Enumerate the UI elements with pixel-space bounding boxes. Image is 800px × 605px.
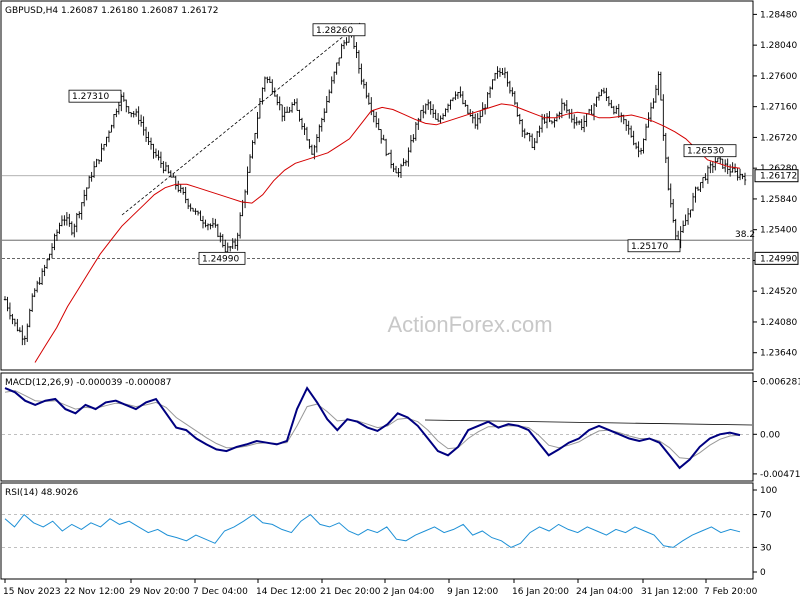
time-tick-label: 16 Jan 20:00: [512, 587, 569, 597]
price-callout: 1.26530: [683, 144, 737, 158]
macd-tick-label: 0.00: [760, 430, 780, 440]
macd-main-path: [4, 386, 741, 470]
support-price-label: 1.24990: [760, 254, 797, 264]
price-callout: 1.27310: [68, 89, 122, 103]
current-price-label: 1.26172: [760, 172, 797, 182]
callout-label: 1.26530: [687, 147, 724, 157]
watermark-text: ActionForex.com: [387, 312, 552, 337]
price-tick-label: 1.24520: [760, 287, 797, 297]
rsi-tick-label: 100: [760, 486, 777, 496]
macd-signal-path: [4, 390, 741, 460]
callout-box: [683, 144, 737, 158]
macd-trend-line: [424, 419, 753, 426]
fib-label: 38.2: [735, 230, 755, 240]
moving-average-path: [34, 103, 741, 363]
price-panel-frame: [0, 0, 754, 371]
rsi-tick-label: 70: [760, 511, 772, 521]
callout-label: 1.25170: [631, 242, 668, 252]
price-tick-label: 1.26720: [760, 133, 797, 143]
macd-tick-label: -0.004711: [760, 470, 800, 480]
price-callouts: 1.28260 1.27310 1.26530 1.24990 1.25170: [68, 23, 737, 265]
time-tick-label: 9 Jan 12:00: [447, 587, 499, 597]
time-tick-label: 21 Dec 20:00: [320, 587, 381, 597]
macd-axis-ticks: 0.006281 0.00 -0.004711: [2, 378, 800, 480]
rsi-tick-label: 0: [760, 568, 766, 578]
price-tick-label: 1.27600: [760, 72, 797, 82]
time-tick-label: 14 Dec 12:00: [256, 587, 317, 597]
support-line: 1.24990: [2, 251, 799, 265]
support-price-box: [754, 251, 799, 265]
rsi-label: RSI(14) 48.9026: [5, 488, 78, 498]
macd-tick-label: 0.006281: [760, 378, 800, 388]
fib-level-line: 38.2: [2, 230, 755, 241]
current-price-box: [754, 169, 799, 183]
price-tick-label: 1.28480: [760, 10, 797, 20]
time-tick-label: 7 Dec 04:00: [193, 587, 248, 597]
rsi-path: [4, 513, 741, 548]
macd-label: MACD(12,26,9) -0.000039 -0.000087: [5, 378, 171, 388]
time-tick-label: 2 Jan 04:00: [383, 587, 435, 597]
callout-box: [312, 23, 366, 37]
price-tick-label: 1.25400: [760, 226, 797, 236]
rsi-panel-frame: [0, 482, 754, 580]
price-tick-label: 1.28040: [760, 41, 797, 51]
price-axis-ticks: 1.28480 1.28040 1.27600 1.27160 1.26720 1.262…: [753, 10, 797, 359]
moving-average-line: [34, 103, 741, 363]
price-bars: [3, 23, 747, 346]
time-axis: 15 Nov 2023 22 Nov 12:00 29 Nov 20:00 7 Dec…: [3, 579, 758, 597]
price-tick-label: 1.27160: [760, 103, 797, 113]
price-tick-label: 1.25840: [760, 195, 797, 205]
price-callout: 1.25170: [627, 239, 681, 253]
callout-box: [198, 251, 246, 265]
time-tick-label: 7 Feb 20:00: [704, 587, 758, 597]
time-tick-label: 22 Nov 12:00: [64, 587, 125, 597]
callout-box: [627, 239, 681, 253]
callout-box: [68, 89, 122, 103]
callout-label: 1.24990: [202, 254, 239, 264]
trend-line: [121, 22, 361, 216]
rsi-line: [4, 513, 741, 548]
current-price-line: 1.26172: [2, 169, 799, 183]
rsi-tick-label: 30: [760, 543, 772, 553]
time-tick-label: 15 Nov 2023: [3, 587, 61, 597]
callout-label: 1.27310: [72, 92, 109, 102]
price-tick-label: 1.26280: [760, 164, 797, 174]
time-tick-label: 24 Jan 04:00: [576, 587, 633, 597]
price-tick-label: 1.24080: [760, 318, 797, 328]
callout-label: 1.28260: [316, 26, 353, 36]
macd-lines: [4, 386, 741, 470]
price-tick-label: 1.23640: [760, 349, 797, 359]
chart-header: GBPUSD,H4 1.26087 1.26180 1.26087 1.2617…: [5, 6, 218, 16]
rsi-axis-ticks: 100 70 30 0: [2, 486, 777, 578]
time-tick-label: 29 Nov 20:00: [129, 587, 190, 597]
time-tick-label: 31 Jan 12:00: [641, 587, 698, 597]
price-callout: 1.28260: [312, 23, 366, 37]
price-callout: 1.24990: [198, 251, 246, 265]
